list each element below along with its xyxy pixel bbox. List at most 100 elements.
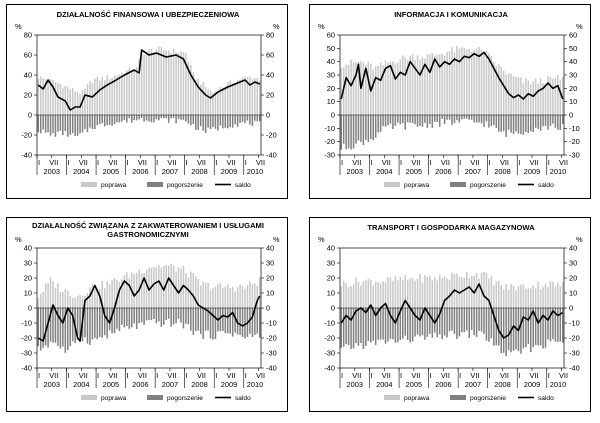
bar-pogorszenie	[155, 308, 158, 324]
xtick-month-label: I	[341, 371, 343, 380]
xtick-month-label: VII	[352, 158, 361, 167]
ytick-label-right: 30	[266, 259, 274, 268]
bar-pogorszenie	[180, 308, 182, 323]
bar-pogorszenie	[64, 308, 67, 353]
bar-poprawa	[478, 278, 480, 308]
ytick-label-left: 20	[327, 84, 335, 93]
bar-poprawa	[537, 281, 539, 308]
bar-pogorszenie	[436, 308, 438, 338]
xtick-year-label: 2010	[550, 380, 566, 389]
bar-poprawa	[382, 281, 384, 308]
bar-poprawa	[89, 287, 91, 308]
bar-poprawa	[135, 273, 138, 308]
bar-poprawa	[424, 274, 426, 308]
xtick-month-label: VII	[500, 371, 509, 380]
bar-poprawa	[165, 265, 167, 308]
bar-poprawa	[182, 52, 185, 115]
bar-poprawa	[357, 61, 360, 115]
bar-poprawa	[527, 80, 530, 115]
bar-pogorszenie	[37, 115, 39, 133]
bar-pogorszenie	[559, 115, 562, 131]
bar-poprawa	[37, 78, 39, 115]
bar-poprawa	[239, 79, 241, 115]
bar-pogorszenie	[64, 115, 67, 132]
ytick-label-right: -20	[569, 334, 580, 343]
bar-poprawa	[345, 64, 347, 115]
bar-pogorszenie	[212, 115, 214, 128]
xtick-year-label: 2010	[247, 167, 263, 176]
bar-pogorszenie	[411, 308, 414, 342]
bar-poprawa	[365, 64, 367, 115]
bar-pogorszenie	[532, 308, 534, 348]
bar-poprawa	[79, 93, 81, 115]
bar-pogorszenie	[451, 308, 453, 331]
bar-poprawa	[47, 81, 49, 115]
bar-pogorszenie	[429, 115, 431, 124]
bar-poprawa	[256, 77, 259, 115]
ytick-label-right: 0	[569, 304, 573, 313]
xtick-month-label: VII	[256, 158, 265, 167]
bar-pogorszenie	[421, 115, 424, 127]
bar-pogorszenie	[436, 115, 438, 123]
xtick-month-label: I	[186, 158, 188, 167]
bar-pogorszenie	[483, 308, 485, 334]
bar-pogorszenie	[54, 308, 57, 343]
bar-pogorszenie	[562, 115, 564, 124]
bar-pogorszenie	[411, 115, 414, 123]
bar-poprawa	[163, 265, 165, 308]
bar-poprawa	[187, 277, 190, 308]
bar-poprawa	[49, 78, 52, 115]
bar-pogorszenie	[165, 115, 167, 119]
bar-pogorszenie	[463, 308, 466, 333]
xtick-year-label: 2005	[406, 380, 422, 389]
bar-pogorszenie	[135, 115, 138, 121]
bar-poprawa	[448, 51, 451, 115]
ytick-label-left: 0	[28, 111, 32, 120]
ytick-label-right: 50	[569, 44, 577, 53]
bar-poprawa	[180, 51, 182, 115]
bar-pogorszenie	[74, 115, 76, 136]
bar-pogorszenie	[552, 308, 554, 340]
bar-pogorszenie	[126, 308, 128, 326]
bar-poprawa	[126, 272, 128, 308]
bar-pogorszenie	[394, 308, 397, 343]
bar-pogorszenie	[402, 308, 404, 339]
xtick-month-label: I	[518, 158, 520, 167]
bar-pogorszenie	[219, 115, 222, 126]
bar-poprawa	[69, 296, 71, 308]
xtick-month-label: I	[489, 371, 491, 380]
bar-poprawa	[470, 275, 473, 308]
bar-pogorszenie	[468, 308, 470, 338]
bar-poprawa	[421, 282, 424, 308]
ytick-label-left: 20	[24, 91, 32, 100]
xtick-month-label: I	[548, 158, 550, 167]
bar-pogorszenie	[94, 308, 96, 338]
bar-pogorszenie	[148, 115, 150, 122]
bar-pogorszenie	[512, 115, 515, 135]
bar-poprawa	[367, 278, 370, 308]
ytick-label-left: -20	[324, 334, 335, 343]
bar-pogorszenie	[416, 115, 419, 127]
xtick-month-label: VII	[226, 158, 235, 167]
bar-poprawa	[495, 281, 498, 308]
bar-poprawa	[554, 77, 557, 115]
ytick-label-left: 50	[327, 44, 335, 53]
bar-poprawa	[534, 288, 537, 308]
bar-pogorszenie	[456, 115, 458, 121]
xtick-month-label: VII	[197, 158, 206, 167]
bar-pogorszenie	[402, 115, 404, 124]
bar-poprawa	[365, 280, 367, 308]
bar-pogorszenie	[431, 308, 434, 338]
bar-poprawa	[39, 76, 42, 115]
bar-poprawa	[352, 62, 355, 115]
saldo-line	[340, 51, 564, 100]
xtick-year-label: 2004	[376, 380, 392, 389]
bar-poprawa	[488, 278, 490, 308]
bar-poprawa	[71, 87, 74, 115]
bar-pogorszenie	[158, 115, 160, 121]
bar-pogorszenie	[167, 308, 170, 319]
bar-poprawa	[101, 76, 103, 115]
ytick-label-left: 10	[327, 289, 335, 298]
bar-pogorszenie	[357, 308, 360, 346]
bar-poprawa	[414, 60, 416, 115]
